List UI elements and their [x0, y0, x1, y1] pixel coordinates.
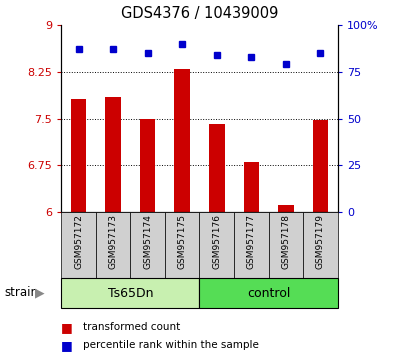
Bar	[105, 97, 121, 212]
Bar	[313, 120, 328, 212]
Bar	[244, 162, 259, 212]
Bar	[61, 212, 96, 278]
Text: ■: ■	[61, 339, 73, 352]
Bar	[269, 212, 303, 278]
Bar	[130, 212, 165, 278]
Bar	[199, 212, 234, 278]
Bar	[278, 205, 293, 212]
Bar	[199, 278, 338, 308]
Bar	[61, 278, 199, 308]
Text: percentile rank within the sample: percentile rank within the sample	[83, 340, 259, 350]
Text: GSM957178: GSM957178	[281, 215, 290, 269]
Text: GSM957172: GSM957172	[74, 215, 83, 269]
Text: Ts65Dn: Ts65Dn	[107, 287, 153, 300]
Title: GDS4376 / 10439009: GDS4376 / 10439009	[121, 6, 278, 21]
Text: ■: ■	[61, 321, 73, 334]
Bar	[71, 98, 86, 212]
Text: ▶: ▶	[35, 286, 44, 299]
Text: GSM957177: GSM957177	[247, 215, 256, 269]
Text: GSM957175: GSM957175	[178, 215, 187, 269]
Text: transformed count: transformed count	[83, 322, 180, 332]
Text: GSM957174: GSM957174	[143, 215, 152, 269]
Bar	[234, 212, 269, 278]
Text: strain: strain	[4, 286, 38, 299]
Bar	[209, 124, 224, 212]
Bar	[165, 212, 199, 278]
Text: GSM957179: GSM957179	[316, 215, 325, 269]
Text: GSM957176: GSM957176	[212, 215, 221, 269]
Bar	[96, 212, 130, 278]
Bar	[140, 119, 155, 212]
Text: control: control	[247, 287, 290, 300]
Bar	[175, 69, 190, 212]
Bar	[303, 212, 338, 278]
Text: GSM957173: GSM957173	[109, 215, 118, 269]
